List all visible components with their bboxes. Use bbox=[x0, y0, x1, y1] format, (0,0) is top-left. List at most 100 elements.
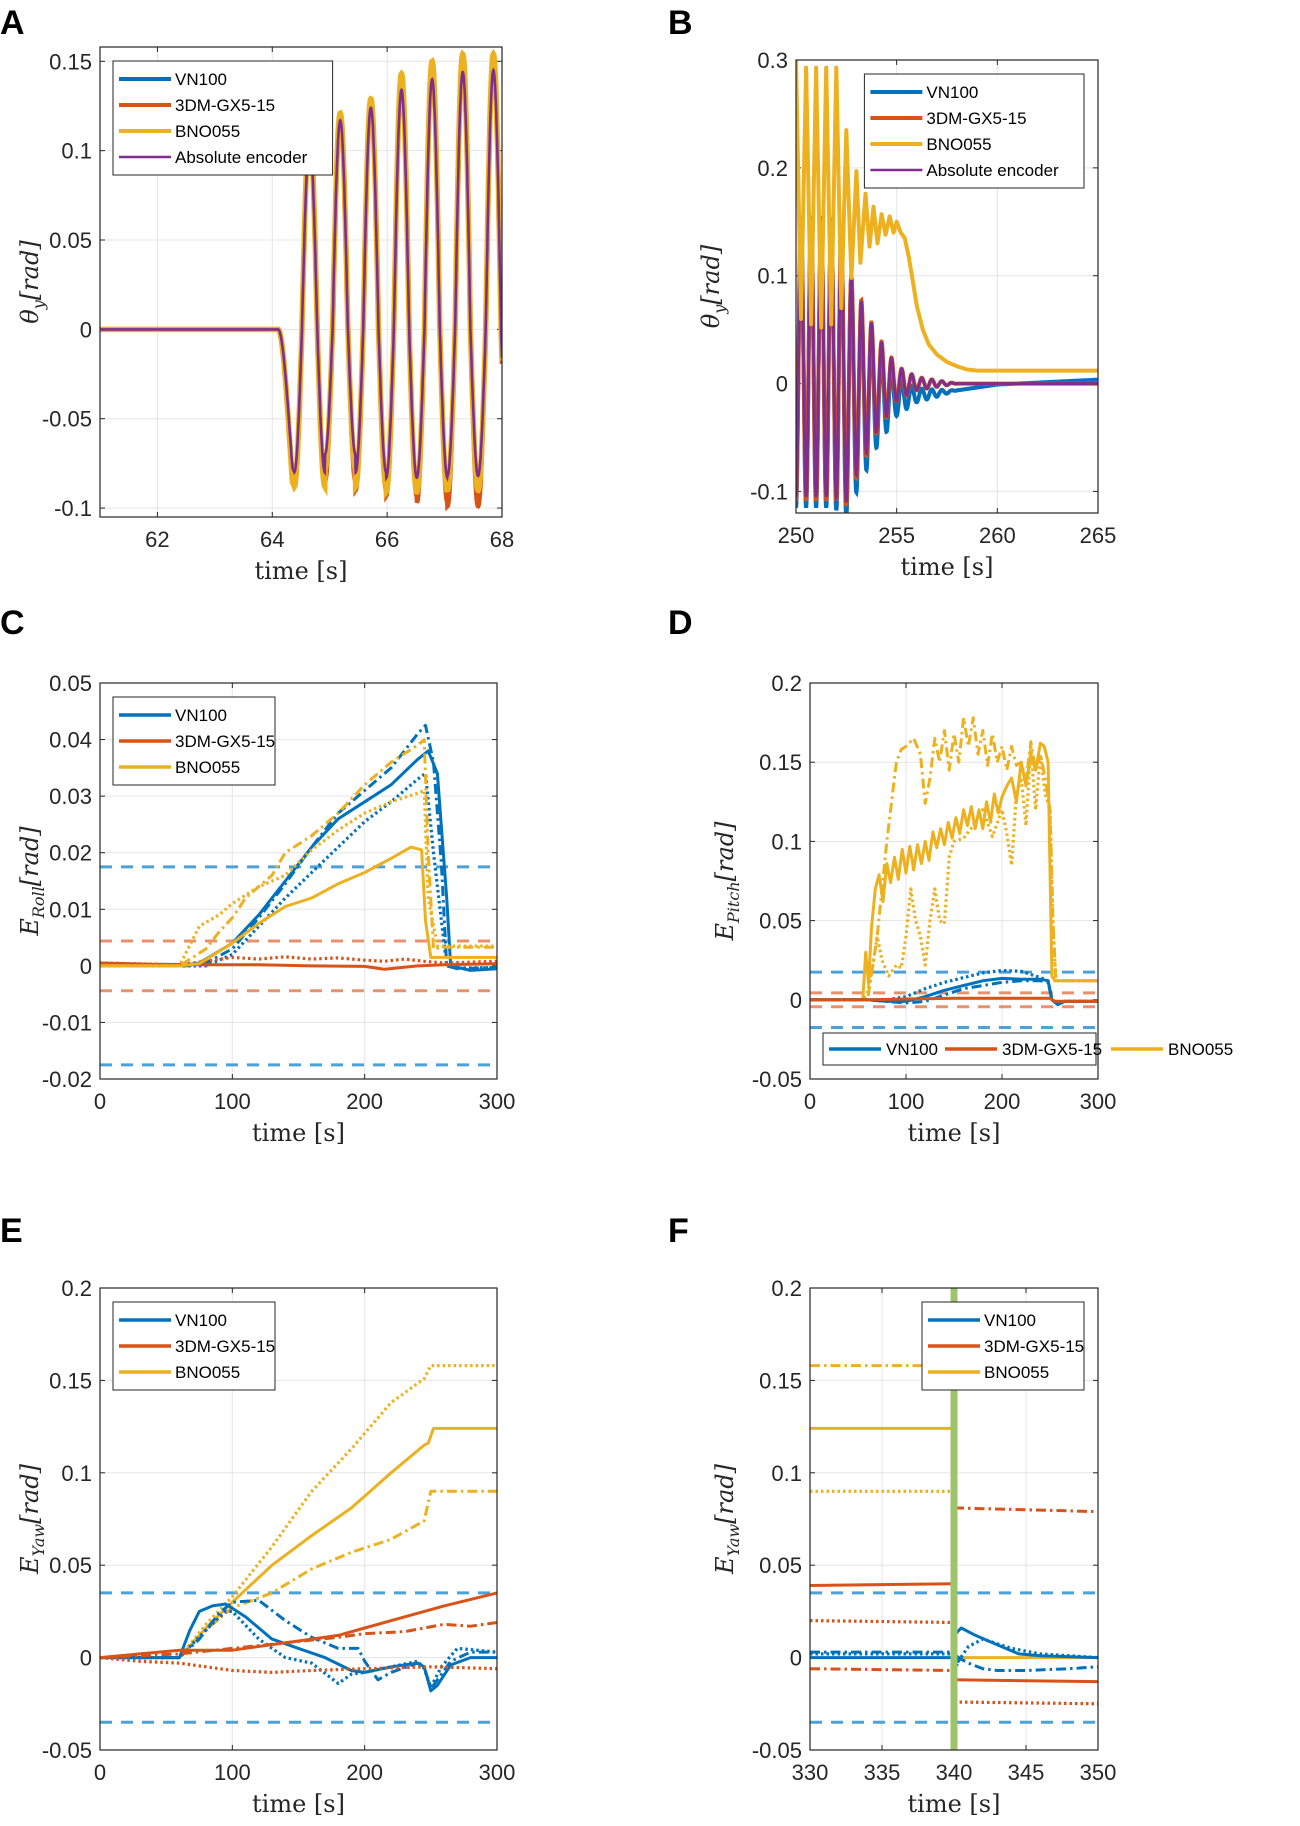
series-line bbox=[952, 1637, 1098, 1663]
panel-letter: D bbox=[668, 604, 693, 642]
series-line bbox=[100, 738, 497, 968]
legend: VN100 3DM-GX5-15 BNO055 Absolute encoder bbox=[112, 60, 334, 176]
y-tick-label: 0.2 bbox=[771, 1276, 802, 1301]
x-tick-label: 200 bbox=[346, 1760, 383, 1785]
y-tick-label: 0.01 bbox=[49, 897, 92, 922]
legend-item[interactable]: VN100 bbox=[119, 706, 227, 725]
y-axis-label-unit: [rad] bbox=[16, 1463, 44, 1524]
plot-frame bbox=[99, 682, 498, 1080]
legend-label: 3DM-GX5-15 bbox=[175, 96, 275, 115]
y-tick-label: 0.15 bbox=[49, 1368, 92, 1393]
legend-item[interactable]: 3DM-GX5-15 bbox=[945, 1040, 1102, 1059]
legend-item[interactable]: BNO055 bbox=[119, 758, 240, 777]
legend-label: BNO055 bbox=[1168, 1040, 1233, 1059]
x-tick-label: 265 bbox=[1080, 523, 1117, 548]
legend: VN100 3DM-GX5-15 BNO055 bbox=[112, 696, 276, 786]
x-tick-label: 200 bbox=[346, 1089, 383, 1114]
panel-c: C 0 100 200 300 -0.02 -0.01 0 0.01 0.02 0.03 0.04 0.… bbox=[0, 604, 515, 1147]
y-tick-label: 0 bbox=[80, 954, 92, 979]
series-line bbox=[952, 1656, 1098, 1681]
legend-label: VN100 bbox=[886, 1040, 938, 1059]
y-tick-label: 0.1 bbox=[771, 829, 802, 854]
y-axis-label-subscript: Yaw bbox=[724, 1524, 743, 1557]
series-line bbox=[100, 723, 497, 971]
y-tick-label: 0 bbox=[776, 372, 788, 397]
plot-frame bbox=[809, 682, 1099, 1080]
legend-item[interactable]: 3DM-GX5-15 bbox=[928, 1337, 1084, 1356]
series-line bbox=[100, 955, 497, 967]
series-line bbox=[100, 1489, 497, 1660]
x-tick-label: 62 bbox=[145, 527, 169, 552]
legend-label: VN100 bbox=[175, 706, 227, 725]
y-tick-label: 0.15 bbox=[49, 49, 92, 74]
panel-letter: E bbox=[0, 1212, 23, 1250]
legend-label: Absolute encoder bbox=[175, 148, 308, 167]
legend-item[interactable]: BNO055 bbox=[119, 1363, 240, 1382]
legend-label: VN100 bbox=[926, 83, 978, 102]
x-tick-label: 100 bbox=[888, 1089, 925, 1114]
y-axis-label-unit: [rad] bbox=[697, 244, 725, 305]
legend-item[interactable]: Absolute encoder bbox=[119, 148, 308, 167]
y-axis-label-subscript: y bbox=[29, 299, 48, 310]
legend: VN100 3DM-GX5-15 BNO055 bbox=[112, 1301, 276, 1391]
legend-label: VN100 bbox=[175, 1311, 227, 1330]
legend-item[interactable]: 3DM-GX5-15 bbox=[119, 96, 275, 115]
x-tick-label: 64 bbox=[260, 527, 284, 552]
x-tick-label: 255 bbox=[878, 523, 915, 548]
legend-label: BNO055 bbox=[926, 135, 991, 154]
y-tick-label: 0.05 bbox=[49, 671, 92, 696]
y-axis-label: ERoll[rad] bbox=[16, 826, 48, 937]
x-tick-label: 100 bbox=[214, 1089, 251, 1114]
panel-letter: A bbox=[0, 4, 25, 42]
y-tick-label: -0.05 bbox=[42, 407, 92, 432]
y-tick-label: 0.1 bbox=[757, 264, 788, 289]
x-tick-label: 350 bbox=[1080, 1760, 1117, 1785]
series-line bbox=[810, 996, 1098, 1003]
legend-item[interactable]: VN100 bbox=[119, 1311, 227, 1330]
y-tick-label: 0.04 bbox=[49, 728, 92, 753]
y-axis-label-subscript: Pitch bbox=[724, 881, 743, 924]
x-axis-label: time [s] bbox=[252, 1790, 345, 1818]
y-axis-label-subscript: y bbox=[710, 304, 729, 315]
legend-item[interactable]: Absolute encoder bbox=[870, 161, 1059, 180]
legend-item[interactable]: BNO055 bbox=[870, 135, 992, 154]
y-axis-label: θy[rad] bbox=[16, 240, 48, 324]
series-line bbox=[100, 1364, 497, 1660]
plot-frame bbox=[99, 1287, 498, 1751]
y-tick-label: -0.1 bbox=[54, 496, 92, 521]
x-tick-label: 66 bbox=[375, 527, 399, 552]
y-tick-label: -0.02 bbox=[42, 1067, 92, 1092]
x-tick-label: 68 bbox=[490, 527, 514, 552]
x-tick-label: 260 bbox=[979, 523, 1016, 548]
y-axis-label-main: E bbox=[16, 918, 44, 937]
legend-item[interactable]: BNO055 bbox=[119, 122, 240, 141]
plot-frame bbox=[99, 46, 503, 518]
series-bno055 bbox=[796, 60, 1098, 373]
legend-item[interactable]: 3DM-GX5-15 bbox=[119, 1337, 275, 1356]
legend-label: Absolute encoder bbox=[926, 161, 1059, 180]
legend-item[interactable]: 3DM-GX5-15 bbox=[870, 109, 1027, 128]
legend-item[interactable]: BNO055 bbox=[1111, 1040, 1233, 1059]
y-tick-label: 0.2 bbox=[61, 1276, 92, 1301]
legend-label: 3DM-GX5-15 bbox=[984, 1337, 1084, 1356]
y-axis-label-main: E bbox=[16, 1556, 44, 1575]
legend-item[interactable]: BNO055 bbox=[928, 1363, 1049, 1382]
y-axis-label-main: θ bbox=[697, 313, 725, 328]
panel-b: B 250 255 260 265 -0.1 0 0.1 0.2 0.3 time [s] θy[ra… bbox=[668, 4, 1116, 581]
legend-item[interactable]: VN100 bbox=[870, 83, 978, 102]
series-line bbox=[810, 741, 1098, 1002]
legend-item[interactable]: VN100 bbox=[119, 70, 227, 89]
series-line bbox=[810, 1619, 955, 1625]
legend-item[interactable]: VN100 bbox=[928, 1311, 1036, 1330]
x-tick-label: 0 bbox=[94, 1760, 106, 1785]
series-line bbox=[810, 1667, 955, 1672]
legend-label: VN100 bbox=[175, 70, 227, 89]
legend-item[interactable]: 3DM-GX5-15 bbox=[119, 732, 275, 751]
y-axis-label-main: E bbox=[711, 1556, 739, 1575]
series-line bbox=[100, 1602, 497, 1693]
legend-item[interactable]: VN100 bbox=[829, 1040, 938, 1059]
x-tick-label: 0 bbox=[94, 1089, 106, 1114]
legend-label: BNO055 bbox=[175, 1363, 240, 1382]
legend-label: BNO055 bbox=[984, 1363, 1049, 1382]
